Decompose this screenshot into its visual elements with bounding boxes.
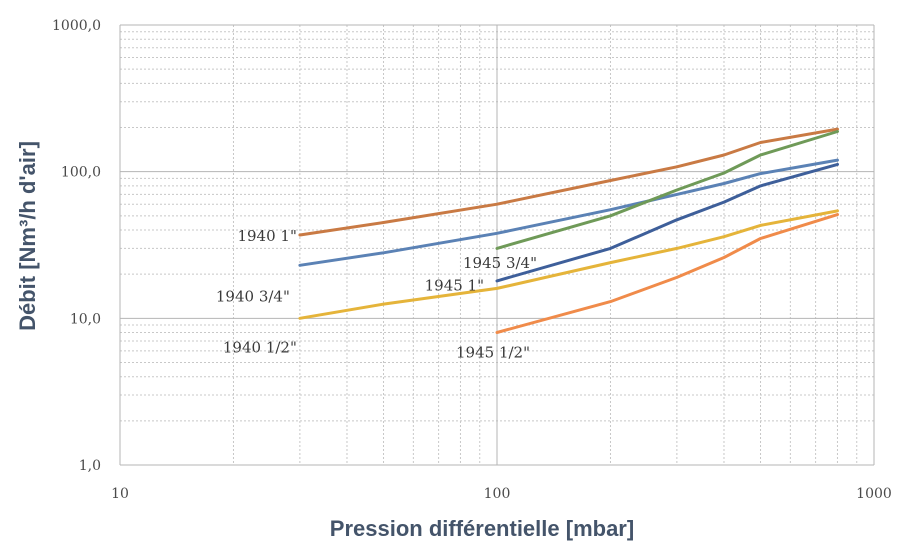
series-line [298, 127, 839, 237]
series-label: 1940 1/2" [223, 338, 297, 356]
major-gridlines [119, 24, 875, 466]
series-lines [298, 127, 839, 334]
series-line [495, 213, 839, 334]
y-tick-labels: 1,0 10,0 100,0 1000,0 [52, 18, 101, 474]
series-label: 1940 3/4" [216, 287, 290, 305]
series-label: 1940 1" [237, 227, 296, 245]
x-tick-labels: 10 100 1000 [111, 486, 892, 502]
series-line [495, 162, 839, 283]
x-tick-label: 100 [484, 486, 511, 502]
series-label: 1945 3/4" [463, 254, 537, 272]
y-axis-title: Débit [Nm³/h d'air] [15, 141, 40, 331]
y-tick-label: 10,0 [70, 311, 101, 327]
y-tick-label: 100,0 [61, 165, 101, 181]
x-tick-label: 1000 [856, 486, 892, 502]
x-axis-title: Pression différentielle [mbar] [330, 516, 634, 541]
y-tick-label: 1000,0 [52, 18, 101, 34]
series-line [495, 130, 839, 250]
series-labels: 1940 1" 1940 3/4" 1940 1/2" 1945 1" 1945 3/4… [216, 227, 537, 362]
series-label: 1945 1/2" [456, 344, 530, 362]
series-line [298, 209, 839, 320]
y-tick-label: 1,0 [79, 458, 101, 474]
x-tick-label: 10 [111, 486, 129, 502]
series-label: 1945 1" [425, 276, 484, 294]
